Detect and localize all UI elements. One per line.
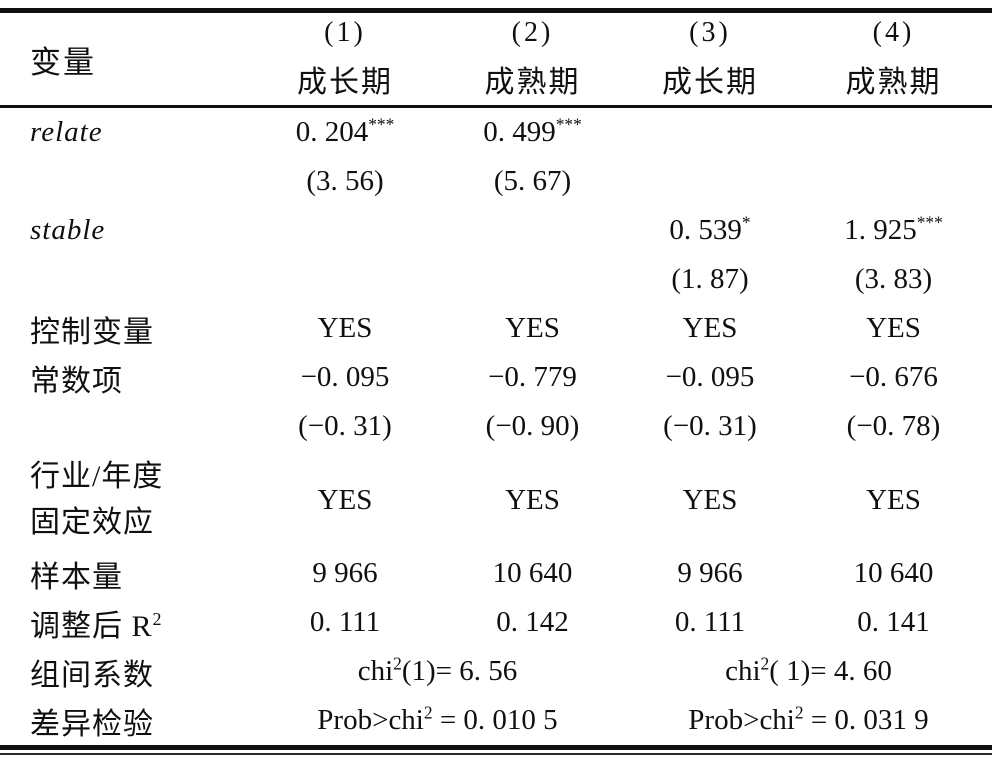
cell-controls-c4: YES [866, 312, 921, 344]
header-col-4: (4) 成熟期 [795, 17, 992, 101]
cell-prob-right: Prob>chi2 = 0. 031 9 [688, 702, 929, 736]
col-number: (1) [324, 17, 366, 48]
cell-constant-t1: (−0. 31) [298, 410, 392, 442]
fixed-effects-label-line1: 行业/年度 [30, 460, 164, 493]
header-col-2: (2) 成熟期 [440, 17, 625, 101]
cell-constant-t4: (−0. 78) [846, 410, 941, 442]
row-label-constant: 常数项 [30, 364, 123, 398]
significance-stars: *** [555, 114, 582, 135]
cell-constant-c1: −0. 095 [300, 361, 390, 393]
cell-controls-c3: YES [682, 312, 738, 344]
row-label-fixed-effects: 行业/年度 固定效应 [0, 454, 250, 546]
cell-adjr2-c1: 0. 111 [309, 606, 381, 638]
row-label-chi2: 组间系数 [30, 658, 154, 692]
cell-constant-c2: −0. 779 [488, 361, 577, 393]
header-col-3: (3) 成长期 [625, 17, 795, 101]
superscript-2: 2 [794, 702, 804, 723]
cell-adjr2-c2: 0. 142 [496, 606, 569, 638]
cell-chi2-left: chi2(1)= 6. 56 [357, 653, 518, 687]
cell-sample-c2: 10 640 [492, 557, 573, 589]
cell-fixedeffects-c2: YES [505, 483, 560, 516]
col-stage: 成长期 [662, 66, 758, 99]
top-rule [0, 8, 992, 13]
cell-fixedeffects-c4: YES [866, 483, 921, 516]
row-fixed-effects: 行业/年度 固定效应 YES YES YES YES [0, 451, 992, 549]
cell-stable-c4: 1. 925*** [844, 212, 943, 246]
cell-adjr2-c3: 0. 111 [674, 606, 746, 638]
cell-constant-c4: −0. 676 [849, 361, 938, 393]
cell-fixedeffects-c1: YES [317, 483, 373, 516]
col-number: (2) [511, 17, 554, 48]
superscript-2: 2 [760, 653, 770, 674]
significance-stars: * [741, 212, 751, 233]
significance-stars: *** [916, 212, 943, 233]
row-chi2-test: 组间系数 chi2(1)= 6. 56 chi2( 1)= 4. 60 [0, 647, 992, 696]
cell-constant-c3: −0. 095 [665, 361, 755, 393]
cell-prob-left: Prob>chi2 = 0. 010 5 [317, 702, 558, 736]
row-sample-size: 样本量 9 966 10 640 9 966 10 640 [0, 549, 992, 598]
cell-controls-c2: YES [505, 312, 560, 344]
cell-stable-c3: 0. 539* [669, 212, 751, 246]
cell-relate-c1: 0. 204*** [295, 114, 395, 148]
row-control-variables: 控制变量 YES YES YES YES [0, 304, 992, 353]
bottom-rule-gap [0, 750, 992, 753]
cell-chi2-right: chi2( 1)= 4. 60 [725, 653, 892, 687]
row-label-relate: relate [30, 116, 103, 148]
row-label-sample: 样本量 [30, 560, 123, 594]
row-prob-test: 差异检验 Prob>chi2 = 0. 010 5 Prob>chi2 = 0.… [0, 696, 992, 745]
cell-constant-t3: (−0. 31) [663, 410, 757, 442]
row-stable: stable 0. 539* 1. 925*** [0, 206, 992, 255]
bottom-rule-thin [0, 753, 992, 755]
header-variable-label: 变量 [30, 44, 96, 80]
col-stage: 成熟期 [845, 66, 942, 99]
row-relate: relate 0. 204*** 0. 499*** [0, 108, 992, 157]
cell-constant-t2: (−0. 90) [485, 410, 580, 442]
table-header-row: 变量 (1) 成长期 (2) 成熟期 (3) 成长期 (4) 成熟期 [0, 13, 992, 105]
row-label-prob: 差异检验 [30, 707, 154, 741]
cell-stable-t3: (1. 87) [671, 263, 749, 295]
cell-fixedeffects-c3: YES [682, 483, 738, 516]
superscript-2: 2 [152, 608, 163, 629]
row-constant-tvalues: (−0. 31) (−0. 90) (−0. 31) (−0. 78) [0, 402, 992, 451]
header-rule [0, 105, 992, 108]
cell-relate-t1: (3. 56) [306, 165, 384, 197]
cell-sample-c1: 9 966 [312, 557, 378, 589]
col-number: (4) [872, 17, 915, 48]
superscript-2: 2 [423, 702, 433, 723]
cell-relate-t2: (5. 67) [493, 165, 572, 197]
cell-stable-t4: (3. 83) [854, 263, 933, 295]
bottom-rule-thick [0, 745, 992, 750]
col-stage: 成长期 [297, 66, 393, 99]
cell-adjr2-c4: 0. 141 [857, 606, 930, 638]
row-label-controls: 控制变量 [30, 315, 154, 349]
superscript-2: 2 [393, 653, 402, 674]
row-adjusted-r2: 调整后 R2 0. 111 0. 142 0. 111 0. 141 [0, 598, 992, 647]
significance-stars: *** [368, 114, 395, 135]
cell-controls-c1: YES [317, 312, 373, 344]
cell-relate-c2: 0. 499*** [483, 114, 582, 148]
row-label-adjusted-r2: 调整后 R2 [30, 608, 163, 643]
row-constant: 常数项 −0. 095 −0. 779 −0. 095 −0. 676 [0, 353, 992, 402]
header-col-1: (1) 成长期 [250, 17, 440, 101]
row-stable-tvalues: (1. 87) (3. 83) [0, 255, 992, 304]
cell-sample-c3: 9 966 [677, 557, 743, 589]
fixed-effects-label-line2: 固定效应 [30, 506, 154, 539]
cell-sample-c4: 10 640 [853, 557, 934, 589]
col-stage: 成熟期 [484, 66, 581, 99]
row-label-stable: stable [30, 214, 106, 246]
row-relate-tvalues: (3. 56) (5. 67) [0, 157, 992, 206]
col-number: (3) [689, 17, 731, 48]
